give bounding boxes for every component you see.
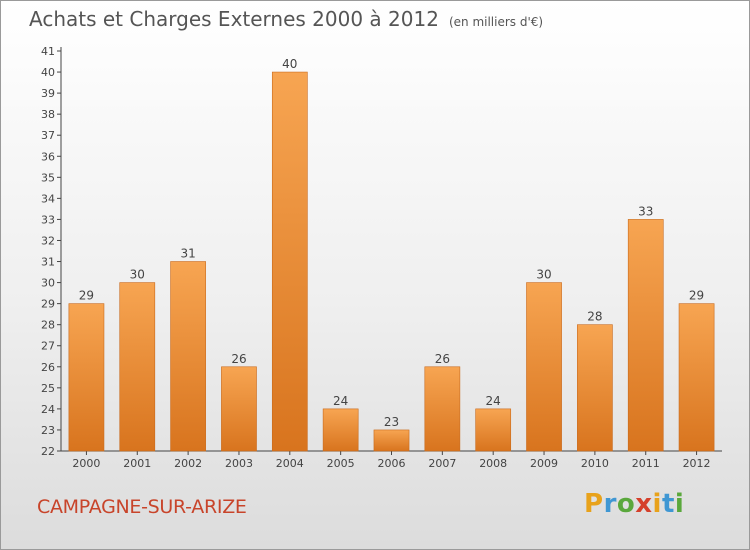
y-tick-label: 35 — [41, 171, 55, 184]
data-label-2006: 23 — [384, 415, 399, 429]
y-tick-label: 40 — [41, 66, 55, 79]
y-tick-label: 36 — [41, 150, 55, 163]
y-tick-label: 31 — [41, 256, 55, 269]
commune-name: CAMPAGNE-SUR-ARIZE — [37, 496, 247, 518]
x-tick-label-2008: 2008 — [479, 457, 507, 470]
x-tick-label-2001: 2001 — [123, 457, 151, 470]
y-tick-label: 34 — [41, 192, 55, 205]
y-tick-label: 33 — [41, 213, 55, 226]
bar-2006 — [373, 429, 410, 452]
x-tick-label-2005: 2005 — [327, 457, 355, 470]
x-tick-label-2003: 2003 — [225, 457, 253, 470]
y-tick-label: 41 — [41, 45, 55, 58]
x-axis: 2000 2001 2002 2003 2004 2005 2006 2007 2008 2009… — [61, 450, 722, 470]
data-label-2007: 26 — [435, 352, 450, 366]
y-tick-label: 37 — [41, 129, 55, 142]
x-tick-label-2009: 2009 — [530, 457, 558, 470]
data-label-2011: 33 — [638, 204, 653, 218]
y-tick-label: 22 — [41, 445, 55, 458]
y-tick-label: 27 — [41, 340, 55, 353]
x-tick-label-2000: 2000 — [72, 457, 100, 470]
data-label-2001: 30 — [130, 268, 145, 282]
bars: 29 30 31 26 40 24 23 26 24 30 28 33 29 — [68, 57, 715, 452]
data-label-2008: 24 — [486, 394, 501, 408]
y-tick-label: 25 — [41, 382, 55, 395]
y-tick-label: 24 — [41, 403, 55, 416]
chart-title-text: Achats et Charges Externes 2000 à 2012 — [29, 7, 439, 31]
y-tick-label: 26 — [41, 361, 55, 374]
data-label-2003: 26 — [231, 352, 246, 366]
chart-subtitle: (en milliers d'€) — [448, 15, 544, 29]
brand-logo: Proxiti — [584, 489, 685, 519]
bar-2007 — [424, 366, 461, 452]
x-tick-label-2007: 2007 — [428, 457, 456, 470]
data-label-2010: 28 — [587, 310, 602, 324]
y-tick-label: 29 — [41, 298, 55, 311]
y-tick-label: 38 — [41, 108, 55, 121]
chart-title: Achats et Charges Externes 2000 à 2012 (e… — [29, 7, 543, 31]
bar-2012 — [678, 303, 715, 452]
x-tick-label-2004: 2004 — [276, 457, 304, 470]
bar-2001 — [119, 282, 156, 452]
y-tick-label: 39 — [41, 87, 55, 100]
y-tick-label: 30 — [41, 277, 55, 290]
bar-2002 — [170, 261, 206, 452]
x-tick-label-2010: 2010 — [581, 457, 609, 470]
bar-2010 — [577, 324, 613, 452]
data-label-2004: 40 — [282, 57, 297, 71]
x-tick-label-2002: 2002 — [174, 457, 202, 470]
bar-2011 — [627, 219, 664, 452]
bar-2009 — [526, 282, 562, 452]
x-tick-label-2006: 2006 — [378, 457, 406, 470]
data-label-2002: 31 — [180, 247, 195, 261]
bar-2008 — [475, 408, 512, 452]
data-label-2005: 24 — [333, 394, 348, 408]
y-axis: 22 23 24 25 26 27 28 29 30 31 32 33 34 35 36 37 38 39 40 41 — [41, 45, 62, 458]
bar-2004 — [271, 71, 308, 452]
x-tick-label-2012: 2012 — [683, 457, 711, 470]
data-label-2009: 30 — [536, 268, 551, 282]
data-label-2000: 29 — [79, 289, 94, 303]
data-label-2012: 29 — [689, 289, 704, 303]
y-tick-label: 23 — [41, 424, 55, 437]
y-tick-label: 28 — [41, 319, 55, 332]
bar-2000 — [68, 303, 105, 452]
y-tick-label: 32 — [41, 234, 55, 247]
x-tick-label-2011: 2011 — [632, 457, 660, 470]
bar-2003 — [221, 366, 257, 452]
bar-2005 — [322, 408, 359, 452]
